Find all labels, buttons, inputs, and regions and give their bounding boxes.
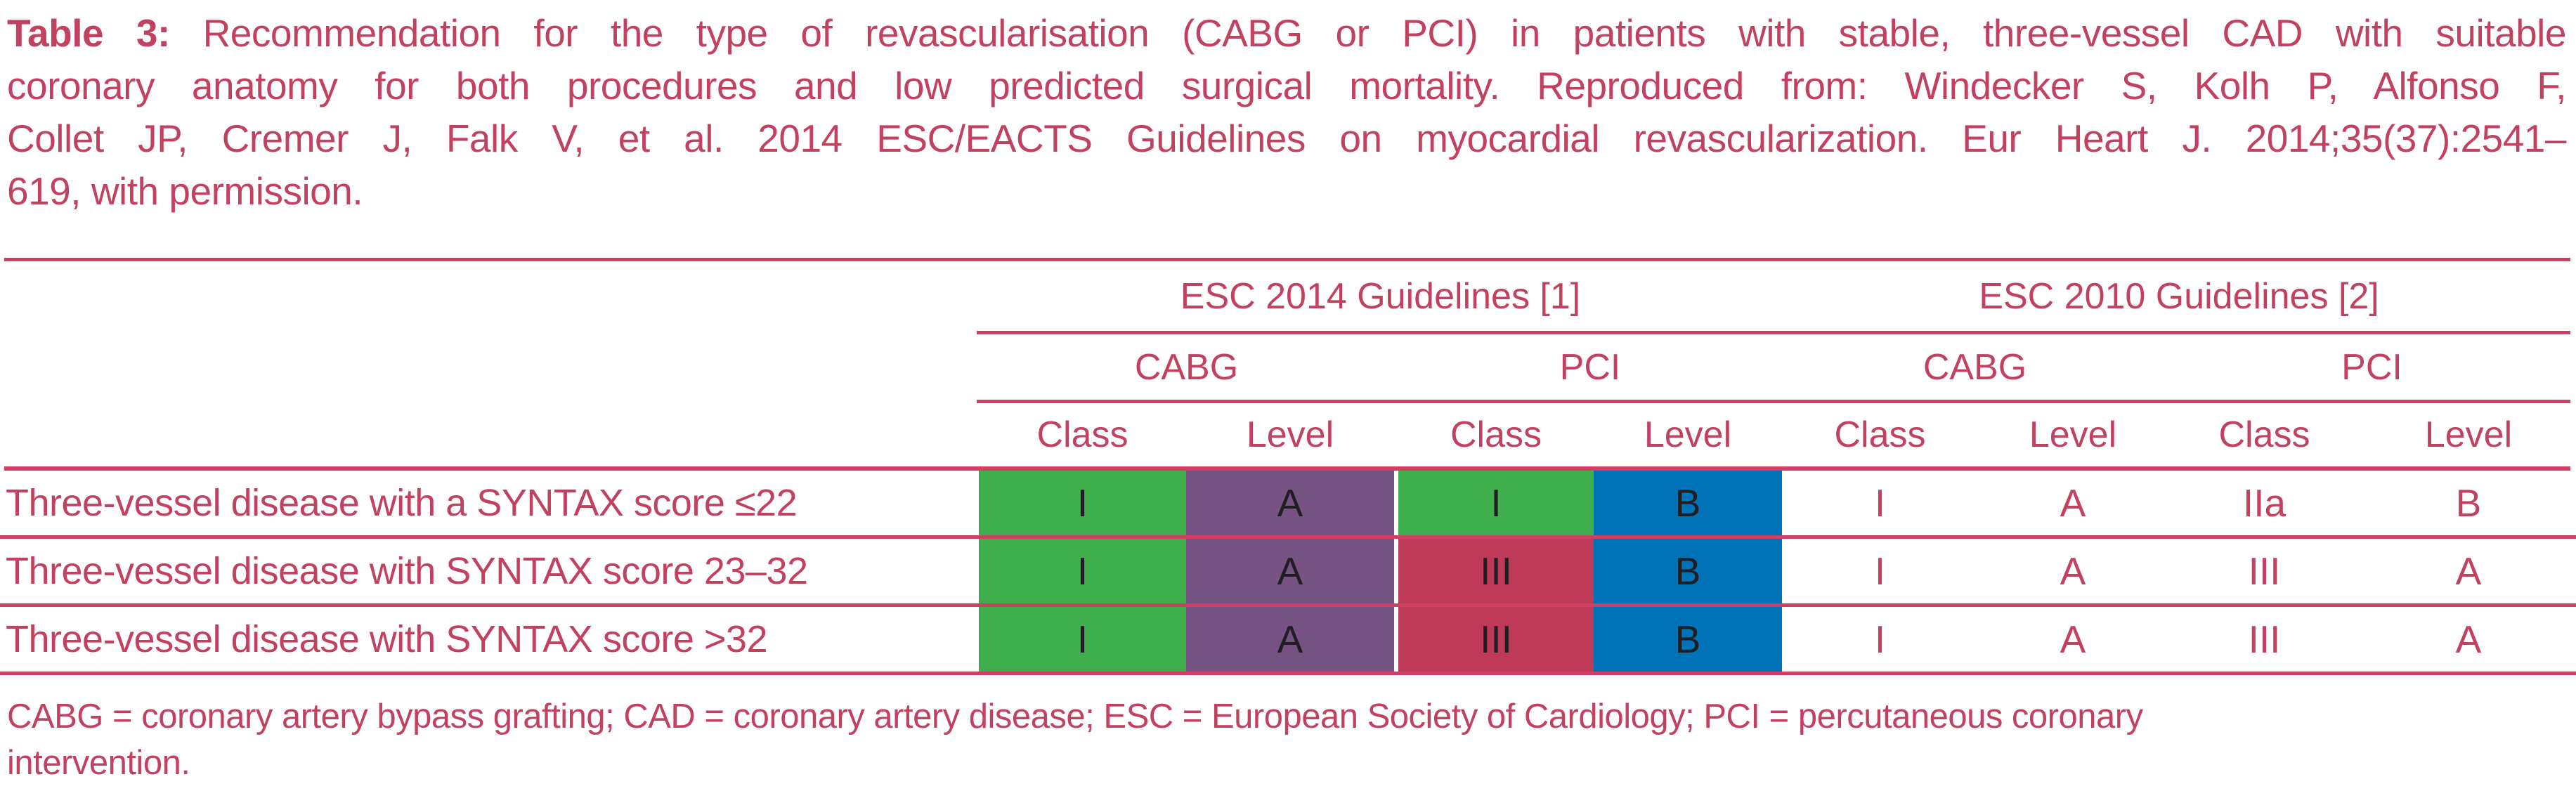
row-label: Three-vessel disease with SYNTAX score >…	[6, 618, 767, 660]
row-label: Three-vessel disease with a SYNTAX score…	[6, 482, 798, 524]
caption-line-1: Table 3: Recommendation for the type of …	[7, 7, 2567, 60]
cell-2014-cabg-class: I	[979, 471, 1186, 535]
cell-2010-pci-level: A	[2455, 549, 2482, 593]
cell-2010-cabg-class: I	[1874, 617, 1886, 661]
cell-2014-pci-level: B	[1594, 607, 1782, 672]
table-row: Three-vessel disease with SYNTAX score >…	[0, 607, 2576, 675]
caption-line-2: coronary anatomy for both procedures and…	[7, 64, 2567, 107]
cell-2010-pci-class: III	[2248, 617, 2281, 661]
abbreviations-footnote: CABG = coronary artery bypass grafting; …	[7, 693, 2566, 786]
cell-2010-cabg-level: A	[2060, 481, 2086, 525]
subgroup-cabg-2010: CABG	[1923, 346, 2027, 388]
table-top-rule	[4, 258, 2570, 261]
table-row: Three-vessel disease with SYNTAX score 2…	[0, 539, 2576, 607]
cell-2014-pci-level: B	[1594, 539, 1782, 603]
group-header-row: ESC 2014 Guidelines [1] ESC 2010 Guideli…	[0, 261, 2576, 331]
group-header-esc-2010: ESC 2010 Guidelines [2]	[1979, 275, 2379, 317]
column-header-level: Level	[2424, 414, 2513, 455]
subgroup-pci-2014: PCI	[1559, 346, 1621, 388]
subgroup-pci-2010: PCI	[2341, 346, 2402, 388]
cell-2014-cabg-level: A	[1186, 607, 1394, 672]
column-header-class: Class	[1450, 414, 1542, 455]
cell-2014-pci-class: I	[1398, 471, 1594, 535]
column-header-row: Class Level Class Level Class Level Clas…	[0, 403, 2576, 466]
cell-2014-pci-class: III	[1398, 607, 1594, 672]
column-header-level: Level	[1246, 414, 1334, 455]
column-header-class: Class	[1036, 414, 1128, 455]
column-header-level: Level	[2029, 414, 2117, 455]
caption-line-3: Collet JP, Cremer J, Falk V, et al. 2014…	[7, 117, 2567, 160]
cell-2010-cabg-class: I	[1874, 549, 1886, 593]
cell-2010-pci-level: B	[2455, 481, 2482, 525]
column-header-class: Class	[1834, 414, 1926, 455]
cell-2014-cabg-class: I	[979, 539, 1186, 603]
table-number-label: Table 3:	[7, 11, 170, 55]
table-row: Three-vessel disease with a SYNTAX score…	[0, 471, 2576, 539]
cell-2010-cabg-level: A	[2060, 549, 2086, 593]
group-header-esc-2014: ESC 2014 Guidelines [1]	[1180, 275, 1581, 317]
column-header-class: Class	[2218, 414, 2310, 455]
cell-2010-pci-class: III	[2248, 549, 2281, 593]
cell-2010-cabg-level: A	[2060, 617, 2086, 661]
caption-line-4: 619, with permission.	[7, 169, 363, 213]
cell-2014-cabg-level: A	[1186, 539, 1394, 603]
cell-2010-pci-class: IIa	[2242, 481, 2286, 525]
cell-2010-cabg-class: I	[1874, 481, 1886, 525]
cell-2014-pci-level: B	[1594, 471, 1782, 535]
subgroup-cabg-2014: CABG	[1134, 346, 1239, 388]
caption-text-1: Recommendation for the type of revascula…	[202, 11, 2567, 55]
subgroup-header-underline	[977, 400, 2570, 403]
footnote-line-1: CABG = coronary artery bypass grafting; …	[7, 698, 2143, 735]
group-header-underline	[977, 331, 2570, 334]
cell-2014-cabg-level: A	[1186, 471, 1394, 535]
cell-2010-pci-level: A	[2455, 617, 2482, 661]
subgroup-header-row: CABG PCI CABG PCI	[0, 334, 2576, 400]
cell-2014-cabg-class: I	[979, 607, 1186, 672]
column-header-level: Level	[1644, 414, 1732, 455]
footnote-line-2: intervention.	[7, 744, 190, 782]
row-label: Three-vessel disease with SYNTAX score 2…	[6, 550, 808, 592]
table-caption: Table 3: Recommendation for the type of …	[0, 0, 2576, 218]
header-body-divider	[4, 466, 2570, 471]
cell-2014-pci-class: III	[1398, 539, 1594, 603]
